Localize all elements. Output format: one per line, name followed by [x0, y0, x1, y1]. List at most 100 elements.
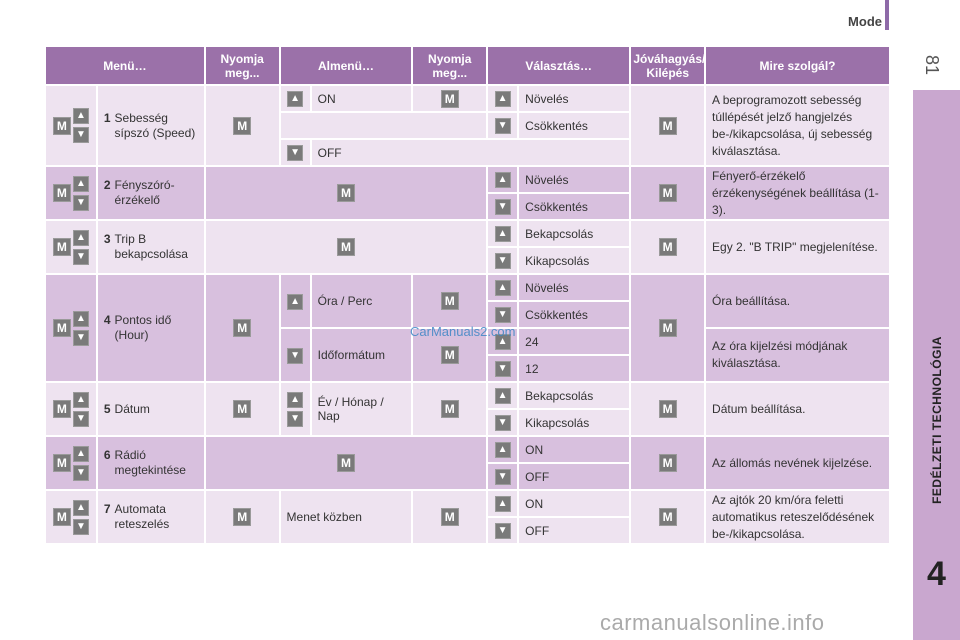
purpose-text: Az óra kijelzési módjának kiválasztása.: [706, 329, 889, 381]
choice-item: 12: [519, 356, 630, 381]
table-row: M ▲ ▼ 6 Rádió megtekintése M ▲ ON M Az állo…: [46, 437, 889, 489]
table-row: M ▲ ▼ 5 Dátum M ▲ ▼ Év / Hónap / Nap M ▲ Bek…: [46, 383, 889, 435]
table-row: ▼ Időformátum M ▲ 24 Az óra kijelzési mó…: [46, 329, 889, 381]
table-row: M ▲ ▼ 3 Trip B bekapcsolása M ▲ Bekapcsolás…: [46, 221, 889, 273]
up-arrow-icon: ▲: [494, 334, 511, 350]
header-choose: Választás…: [488, 47, 630, 84]
choice-item: OFF: [519, 464, 630, 489]
down-arrow-icon: ▼: [494, 415, 511, 431]
table-row: ▼ Csökkentés: [46, 113, 889, 138]
header-purpose: Mire szolgál?: [706, 47, 889, 84]
choice-item: Növelés: [519, 275, 630, 300]
up-arrow-icon: ▲: [72, 310, 89, 327]
menu-nav-icons: M ▲ ▼: [46, 86, 96, 165]
choice-item: Csökkentés: [519, 194, 630, 219]
up-arrow-icon: ▲: [72, 445, 89, 462]
menu-table: Menü… Nyomja meg... Almenü… Nyomja meg..…: [44, 45, 891, 545]
choice-item: Kikapcsolás: [519, 410, 630, 435]
m-button-icon: M: [52, 400, 71, 418]
m-button-icon: M: [336, 238, 355, 256]
header-press-2: Nyomja meg...: [413, 47, 487, 84]
down-arrow-icon: ▼: [494, 469, 511, 485]
chapter-title: FEDÉLZETI TECHNOLÓGIA: [930, 336, 944, 504]
down-arrow-icon: ▼: [494, 253, 511, 269]
down-arrow-icon: ▼: [287, 145, 304, 161]
table-row: ▼ OFF: [46, 140, 889, 165]
up-arrow-icon: ▲: [72, 108, 89, 124]
up-arrow-icon: ▲: [287, 392, 304, 408]
down-arrow-icon: ▼: [494, 199, 511, 215]
up-arrow-icon: ▲: [494, 91, 511, 107]
purpose-text: Az ajtók 20 km/óra feletti automatikus r…: [706, 491, 889, 543]
m-button-icon: M: [233, 116, 252, 135]
submenu-item: OFF: [311, 140, 630, 165]
m-button-icon: M: [52, 319, 71, 337]
m-button-icon: M: [336, 184, 355, 202]
header-menu: Menü…: [46, 47, 204, 84]
m-button-icon: M: [52, 508, 71, 526]
choice-item: 24: [519, 329, 630, 354]
table-row: M ▲ ▼ 7 Automata reteszelés M Menet közben …: [46, 491, 889, 543]
choice-item: Csökkentés: [519, 302, 630, 327]
table-row: M ▲ ▼ 4 Pontos idő (Hour) M ▲ Óra / Perc M …: [46, 275, 889, 381]
table-row: ▼ Csökkentés: [46, 302, 889, 327]
down-arrow-icon: ▼: [72, 194, 89, 211]
header-submenu: Almenü…: [280, 47, 412, 84]
m-button-icon: M: [52, 116, 71, 135]
submenu-item: Óra / Perc: [311, 275, 412, 327]
purpose-text: Az állomás nevének kijelzése.: [706, 437, 889, 489]
choice-item: ON: [519, 491, 630, 516]
choice-item: Növelés: [519, 86, 630, 111]
submenu-item: Menet közben: [280, 491, 412, 543]
down-arrow-icon: ▼: [494, 307, 511, 323]
purpose-text: Óra beállítása.: [706, 275, 889, 327]
menu-item: 6 Rádió megtekintése: [97, 437, 204, 489]
table-row: ▼ OFF: [46, 518, 889, 543]
header-accent-bar: [885, 0, 889, 30]
m-button-icon: M: [658, 184, 677, 202]
down-arrow-icon: ▼: [287, 347, 304, 364]
up-arrow-icon: ▲: [72, 499, 89, 516]
menu-item: 3 Trip B bekapcsolása: [97, 221, 204, 273]
up-arrow-icon: ▲: [72, 175, 89, 192]
choice-item: ON: [519, 437, 630, 462]
m-button-icon: M: [233, 508, 252, 526]
purpose-text: Fényerő-érzékelő érzékenységének beállít…: [706, 167, 889, 219]
down-arrow-icon: ▼: [287, 411, 304, 427]
header-confirm: Jóváhagyás/ Kilépés: [631, 47, 705, 84]
page-number: 81: [922, 54, 942, 76]
m-button-icon: M: [658, 238, 677, 256]
chapter-side-tab: [913, 90, 960, 640]
up-arrow-icon: ▲: [494, 226, 511, 242]
m-button-icon: M: [440, 400, 459, 418]
up-arrow-icon: ▲: [72, 229, 89, 246]
m-button-icon: M: [658, 508, 677, 526]
choice-item: Bekapcsolás: [519, 383, 630, 408]
menu-item: 1 Sebesség sípszó (Speed): [97, 86, 204, 165]
m-button-icon: M: [658, 400, 677, 418]
m-button-icon: M: [52, 238, 71, 256]
down-arrow-icon: ▼: [72, 410, 89, 427]
table-row: ▼ Csökkentés: [46, 194, 889, 219]
table-row: M ▲ ▼ 2 Fényszóró-érzékelő M ▲ Növelés M Fé…: [46, 167, 889, 219]
purpose-text: Egy 2. "B TRIP" megjelenítése.: [706, 221, 889, 273]
choice-item: Kikapcsolás: [519, 248, 630, 273]
table-row: M ▲ ▼ 1 Sebesség sípszó (Speed) M ▲ ON M ▲ …: [46, 86, 889, 165]
menu-item: 7 Automata reteszelés: [97, 491, 204, 543]
m-button-icon: M: [233, 319, 252, 337]
submenu-item: Időformátum: [311, 329, 412, 381]
m-button-icon: M: [440, 292, 459, 310]
header-press-1: Nyomja meg...: [205, 47, 279, 84]
up-arrow-icon: ▲: [494, 442, 511, 458]
up-arrow-icon: ▲: [494, 172, 511, 188]
table-row: ▼ Kikapcsolás: [46, 248, 889, 273]
m-button-icon: M: [658, 454, 677, 472]
down-arrow-icon: ▼: [494, 361, 511, 377]
m-button-icon: M: [52, 454, 71, 472]
watermark-url: carmanualsonline.info: [600, 610, 825, 635]
menu-item: 5 Dátum: [97, 383, 204, 435]
down-arrow-icon: ▼: [72, 127, 89, 143]
choice-item: Csökkentés: [519, 113, 630, 138]
purpose-text: Dátum beállítása.: [706, 383, 889, 435]
down-arrow-icon: ▼: [72, 248, 89, 265]
